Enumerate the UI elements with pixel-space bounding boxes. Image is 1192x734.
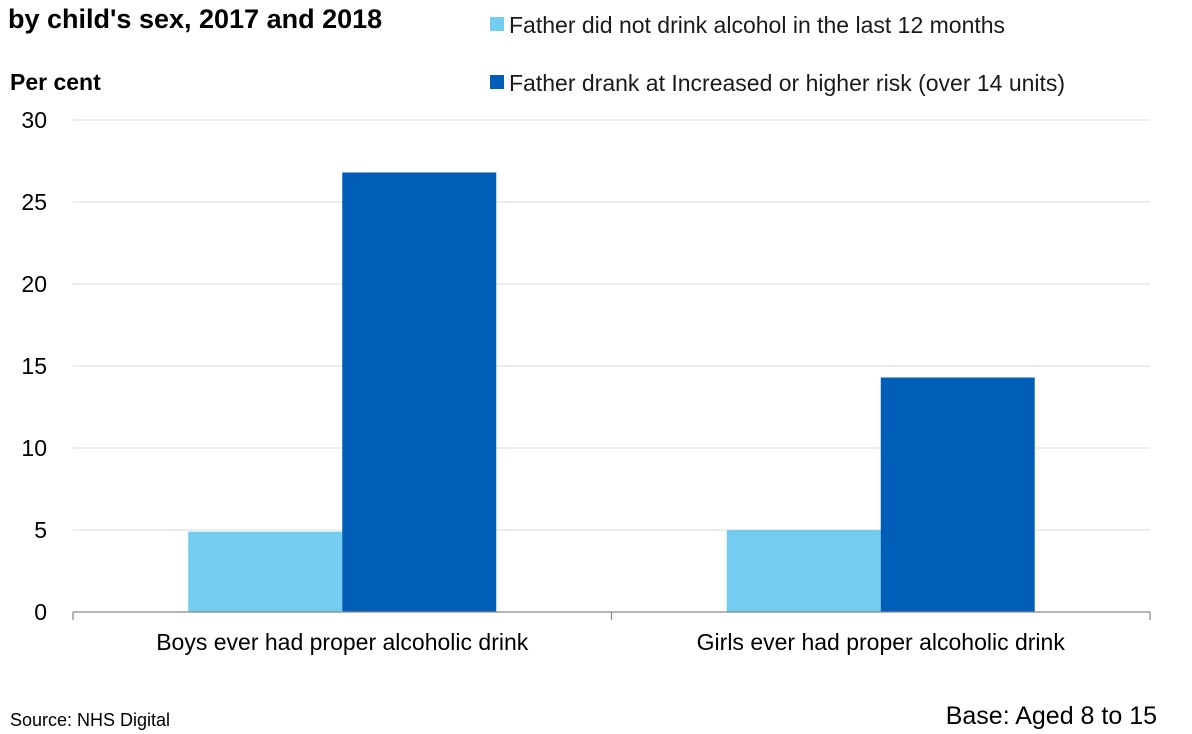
legend-label-1: Father drank at Increased or higher risk… bbox=[509, 70, 1065, 96]
legend-label-0: Father did not drink alcohol in the last… bbox=[509, 12, 1005, 38]
source-note: Source: NHS Digital bbox=[10, 710, 170, 730]
legend-swatch-0 bbox=[490, 17, 504, 31]
y-axis-label: Per cent bbox=[10, 69, 101, 95]
base-note: Base: Aged 8 to 15 bbox=[946, 702, 1157, 730]
y-tick-label-30: 30 bbox=[21, 107, 47, 133]
y-tick-label-20: 20 bbox=[21, 271, 47, 297]
y-tick-label-25: 25 bbox=[21, 189, 47, 215]
y-tick-label-0: 0 bbox=[34, 599, 47, 625]
bar-1-1 bbox=[880, 377, 1035, 612]
x-category-label-0: Boys ever had proper alcoholic drink bbox=[156, 629, 529, 655]
y-tick-label-15: 15 bbox=[21, 353, 47, 379]
legend-swatch-1 bbox=[490, 75, 504, 89]
y-tick-label-10: 10 bbox=[21, 435, 47, 461]
bar-1-0 bbox=[726, 530, 881, 612]
x-category-label-1: Girls ever had proper alcoholic drink bbox=[697, 629, 1066, 655]
bar-0-0 bbox=[188, 531, 343, 612]
legend: Father did not drink alcohol in the last… bbox=[490, 12, 1065, 96]
plot-area: 0 5 10 15 20 25 30 Boys ever had proper alcohol… bbox=[21, 107, 1151, 655]
y-tick-label-5: 5 bbox=[34, 517, 47, 543]
chart-title: by child's sex, 2017 and 2018 bbox=[8, 4, 382, 34]
bar-0-1 bbox=[342, 172, 497, 613]
